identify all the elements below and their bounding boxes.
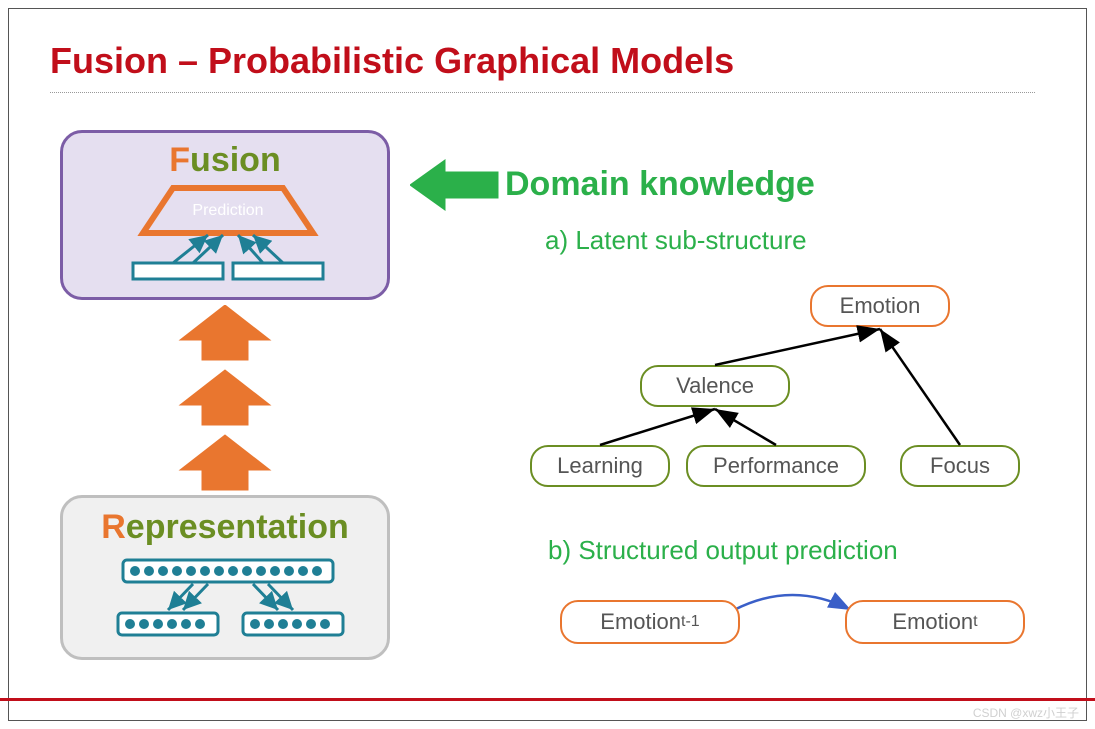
up-arrow-icon: [180, 305, 270, 360]
section-b-label: b) Structured output prediction: [548, 535, 898, 566]
temporal-subscript: t: [973, 613, 977, 631]
fusion-arrow: [253, 235, 283, 263]
fusion-box: Fusion Prediction: [60, 130, 390, 300]
up-arrow-icon: [180, 435, 270, 490]
repr-top-bar: [123, 560, 333, 582]
repr-title-first: R: [101, 508, 126, 546]
tree-node-valence: Valence: [640, 365, 790, 407]
fusion-bar: [233, 263, 323, 279]
repr-bottom-bar: [243, 613, 343, 635]
repr-circles: [125, 619, 205, 629]
left-arrow-svg: [410, 158, 500, 213]
repr-circles: [130, 566, 322, 576]
watermark: CSDN @xwz小王子: [973, 704, 1079, 721]
left-arrow-icon: [410, 160, 498, 210]
fusion-title-rest: usion: [190, 141, 281, 179]
tree-edge: [880, 329, 960, 445]
up-arrow-icon: [180, 370, 270, 425]
repr-circles: [250, 619, 330, 629]
tree-edge: [715, 409, 776, 445]
stacked-arrows-svg: [150, 305, 300, 495]
representation-title: Representation: [63, 508, 387, 547]
repr-arrow: [168, 584, 193, 610]
tree-node-focus: Focus: [900, 445, 1020, 487]
tree-node-learning: Learning: [530, 445, 670, 487]
temporal-subscript: t-1: [681, 613, 700, 631]
prediction-trapezoid: [143, 188, 313, 233]
tree-edge: [715, 329, 880, 365]
temporal-label: Emotion: [600, 609, 681, 635]
repr-bottom-bar: [118, 613, 218, 635]
fusion-title-first: F: [169, 141, 190, 179]
fusion-arrow: [173, 235, 208, 263]
tree-node-performance: Performance: [686, 445, 866, 487]
repr-arrow: [183, 584, 208, 610]
title-underline: [50, 92, 1035, 93]
temporal-label: Emotion: [892, 609, 973, 635]
fusion-arrow: [193, 235, 223, 263]
fusion-arrow: [238, 235, 263, 263]
temporal-edge: [734, 595, 851, 610]
fusion-title: Fusion: [63, 141, 387, 180]
domain-knowledge-label: Domain knowledge: [505, 165, 815, 204]
tree-node-emotion: Emotion: [810, 285, 950, 327]
repr-arrow: [268, 584, 293, 610]
tree-edge: [600, 409, 715, 445]
representation-box: Representation: [60, 495, 390, 660]
bottom-red-line: [0, 698, 1095, 701]
repr-arrow: [253, 584, 278, 610]
slide-title: Fusion – Probabilistic Graphical Models: [50, 40, 734, 82]
temporal-node-et: Emotiont: [845, 600, 1025, 644]
repr-title-rest: epresentation: [126, 508, 349, 546]
fusion-bar: [133, 263, 223, 279]
temporal-node-et1: Emotiont-1: [560, 600, 740, 644]
section-a-label: a) Latent sub-structure: [545, 225, 807, 256]
prediction-label: Prediction: [192, 202, 263, 219]
